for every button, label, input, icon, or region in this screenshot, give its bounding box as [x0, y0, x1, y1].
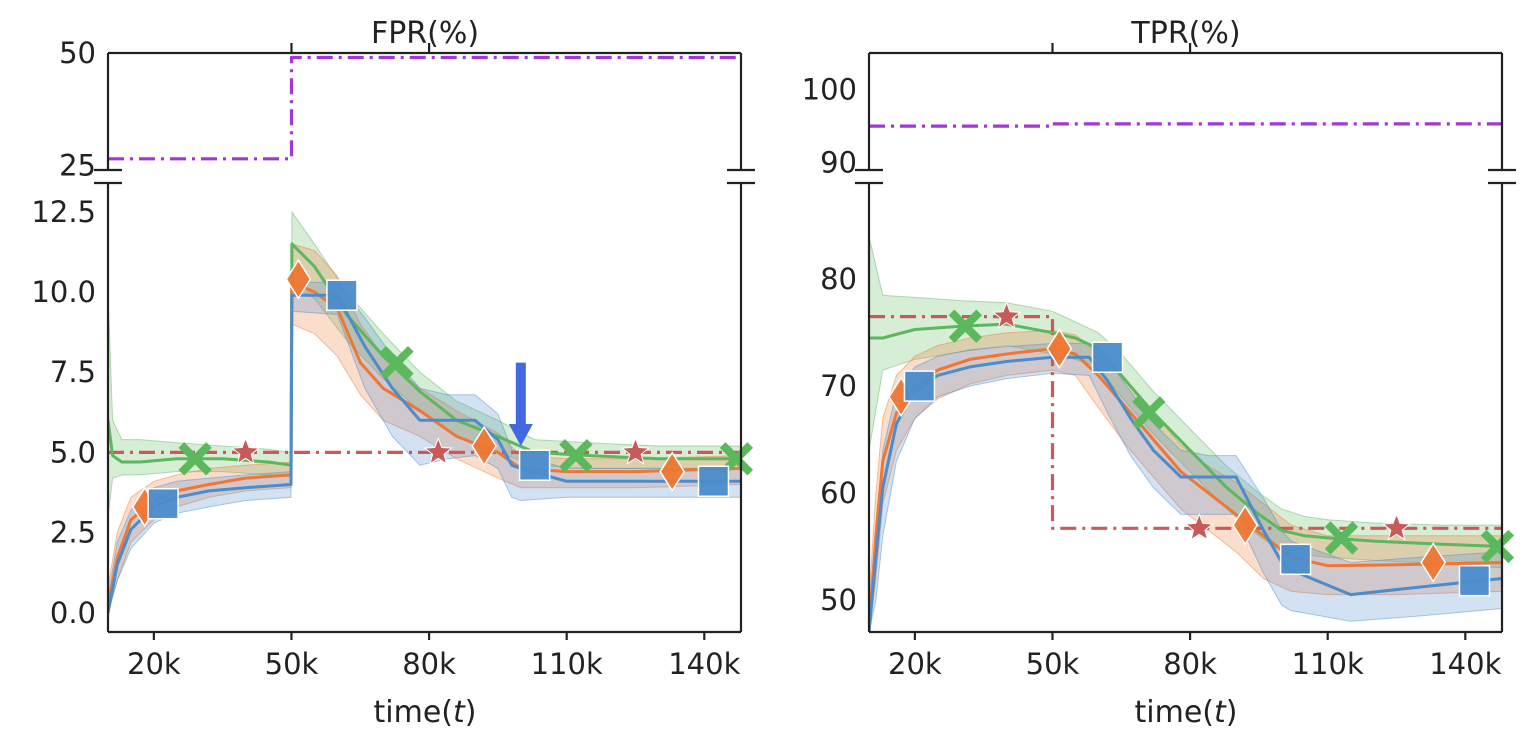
- tpr-marker-x-2: [1324, 521, 1359, 555]
- tpr-xtick-1: 50k: [1026, 632, 1080, 681]
- fpr-marker-diamond-2: [471, 425, 498, 467]
- tpr-xtick-label-4: 140k: [1429, 647, 1501, 681]
- fpr-marker-star-1: [423, 437, 453, 465]
- fpr-xtick-label-2: 80k: [402, 647, 456, 681]
- fpr-xtick-label-4: 140k: [668, 647, 740, 681]
- tpr-bottom-ytick-label-0: 50: [820, 583, 857, 617]
- tpr-marker-x-0: [948, 309, 982, 343]
- fpr-xlabel-var: t: [453, 695, 466, 730]
- fpr-marker-square-1: [326, 279, 358, 311]
- fpr-title: FPR(%): [371, 16, 479, 51]
- tpr-marker-square-2: [1279, 543, 1312, 576]
- fpr-xlabel-suffix: ): [465, 695, 477, 730]
- tpr-line-purple: [869, 122, 1502, 128]
- tpr-marker-diamond-2: [1232, 504, 1259, 546]
- fpr-xlabel: time(t): [374, 695, 477, 730]
- fpr-bottom-ytick-label-5: 12.5: [31, 195, 96, 229]
- fpr-bottom-ytick-label-3: 7.5: [50, 355, 96, 389]
- fpr-marker-diamond-3: [659, 451, 686, 493]
- fpr-xtick-label-1: 50k: [265, 647, 319, 681]
- tpr-band-green: [869, 236, 1502, 569]
- fpr-bottom-ytick-label-1: 2.5: [50, 516, 96, 550]
- fpr-xtick-0: 20k: [127, 632, 181, 681]
- tpr-xlabel: time(t): [1135, 695, 1238, 730]
- fpr-marker-star-0: [230, 437, 261, 465]
- fpr-marker-star-2: [620, 437, 651, 465]
- tpr-bottom-ytick-label-2: 70: [820, 369, 857, 403]
- fpr-xtick-2: 80k: [402, 632, 456, 681]
- tpr-axes: 20k 50k 80k 110k 140k 90 100 50 60 70 80: [802, 43, 1516, 681]
- fpr-bottom-ytick-label-2: 5.0: [50, 435, 96, 469]
- tpr-marker-star-2: [1381, 512, 1412, 541]
- tpr-xtick-label-2: 80k: [1163, 647, 1217, 681]
- fpr-marker-square-0: [147, 487, 179, 520]
- tpr-band-blue: [869, 342, 1502, 632]
- tpr-xtick-label-1: 50k: [1026, 647, 1080, 681]
- fpr-marker-x-0: [178, 442, 212, 476]
- tpr-bands: [869, 236, 1502, 632]
- tpr-marker-square-0: [903, 370, 936, 402]
- fpr-bottom-ytick-label-0: 0.0: [50, 596, 96, 630]
- tpr-top-ytick-label-0: 90: [820, 146, 857, 180]
- tpr-xlabel-var: t: [1214, 695, 1227, 730]
- tpr-xtick-label-3: 110k: [1292, 647, 1364, 681]
- fpr-band-green: [108, 210, 741, 517]
- fpr-marker-x-2: [559, 438, 593, 473]
- tpr-xtick-4: 140k: [1429, 632, 1502, 681]
- fpr-marker-diamond-1: [285, 258, 312, 300]
- fpr-arrow: [508, 362, 533, 446]
- tpr-bottom-ytick-label-1: 60: [820, 476, 857, 510]
- tpr-marker-star-1: [1184, 512, 1214, 541]
- tpr-marker-x-1: [1132, 396, 1166, 430]
- fpr-top-plot: [108, 55, 741, 161]
- fpr-marker-x-1: [380, 345, 414, 380]
- fpr-xlabel-prefix: time(: [374, 695, 453, 730]
- tpr-top-ytick-label-1: 100: [802, 73, 857, 107]
- tpr-xtick-3: 110k: [1292, 632, 1364, 681]
- fpr-xtick-3: 110k: [531, 632, 603, 681]
- tpr-bottom-ytick-label-3: 80: [820, 262, 857, 296]
- fpr-marker-square-2: [518, 449, 551, 481]
- fpr-xtick-label-0: 20k: [127, 647, 181, 681]
- tpr-marker-x-3: [1480, 529, 1515, 564]
- fpr-bottom-ytick-label-4: 10.0: [31, 275, 96, 309]
- tpr-marker-square-1: [1091, 341, 1124, 374]
- fpr-xtick-4: 140k: [668, 632, 741, 681]
- tpr-marker-diamond-1: [1046, 328, 1073, 370]
- fpr-marker-square-3: [697, 465, 730, 498]
- fpr-markers: [131, 258, 754, 528]
- tpr-xtick-label-0: 20k: [888, 647, 942, 681]
- tpr-line-red: [869, 315, 1502, 530]
- tpr-marker-star-0: [991, 301, 1022, 330]
- fpr-top-ytick-label-1: 50: [59, 36, 96, 70]
- tpr-xlabel-prefix: time(: [1135, 695, 1214, 730]
- fpr-axes: 20k 50k 80k 110k 140k 25 50 0.0 2.5 5.0 7.5 10.0 12.…: [31, 36, 755, 681]
- tpr-xlabel-suffix: ): [1226, 695, 1238, 730]
- tpr-xtick-2: 80k: [1163, 632, 1217, 681]
- tpr-band-orange: [869, 329, 1502, 632]
- fpr-xtick-1: 50k: [265, 632, 319, 681]
- fpr-xtick-label-3: 110k: [531, 647, 603, 681]
- tpr-marker-square-3: [1458, 564, 1491, 597]
- tpr-markers: [888, 301, 1515, 597]
- fpr-line-purple: [108, 55, 741, 161]
- tpr-marker-diamond-3: [1420, 542, 1447, 583]
- tpr-title: TPR(%): [1130, 16, 1240, 51]
- tpr-top-plot: [869, 122, 1502, 128]
- tpr-panel: TPR(%) time(t) 20k 50k 80k 110k 140k 90 100 50 6…: [802, 16, 1516, 730]
- tpr-xtick-0: 20k: [888, 632, 942, 681]
- fpr-panel: FPR(%) time(t) 20k 50k 80k 110k 140k25500.02…: [31, 16, 755, 730]
- fpr-top-ytick-label-0: 25: [59, 149, 96, 183]
